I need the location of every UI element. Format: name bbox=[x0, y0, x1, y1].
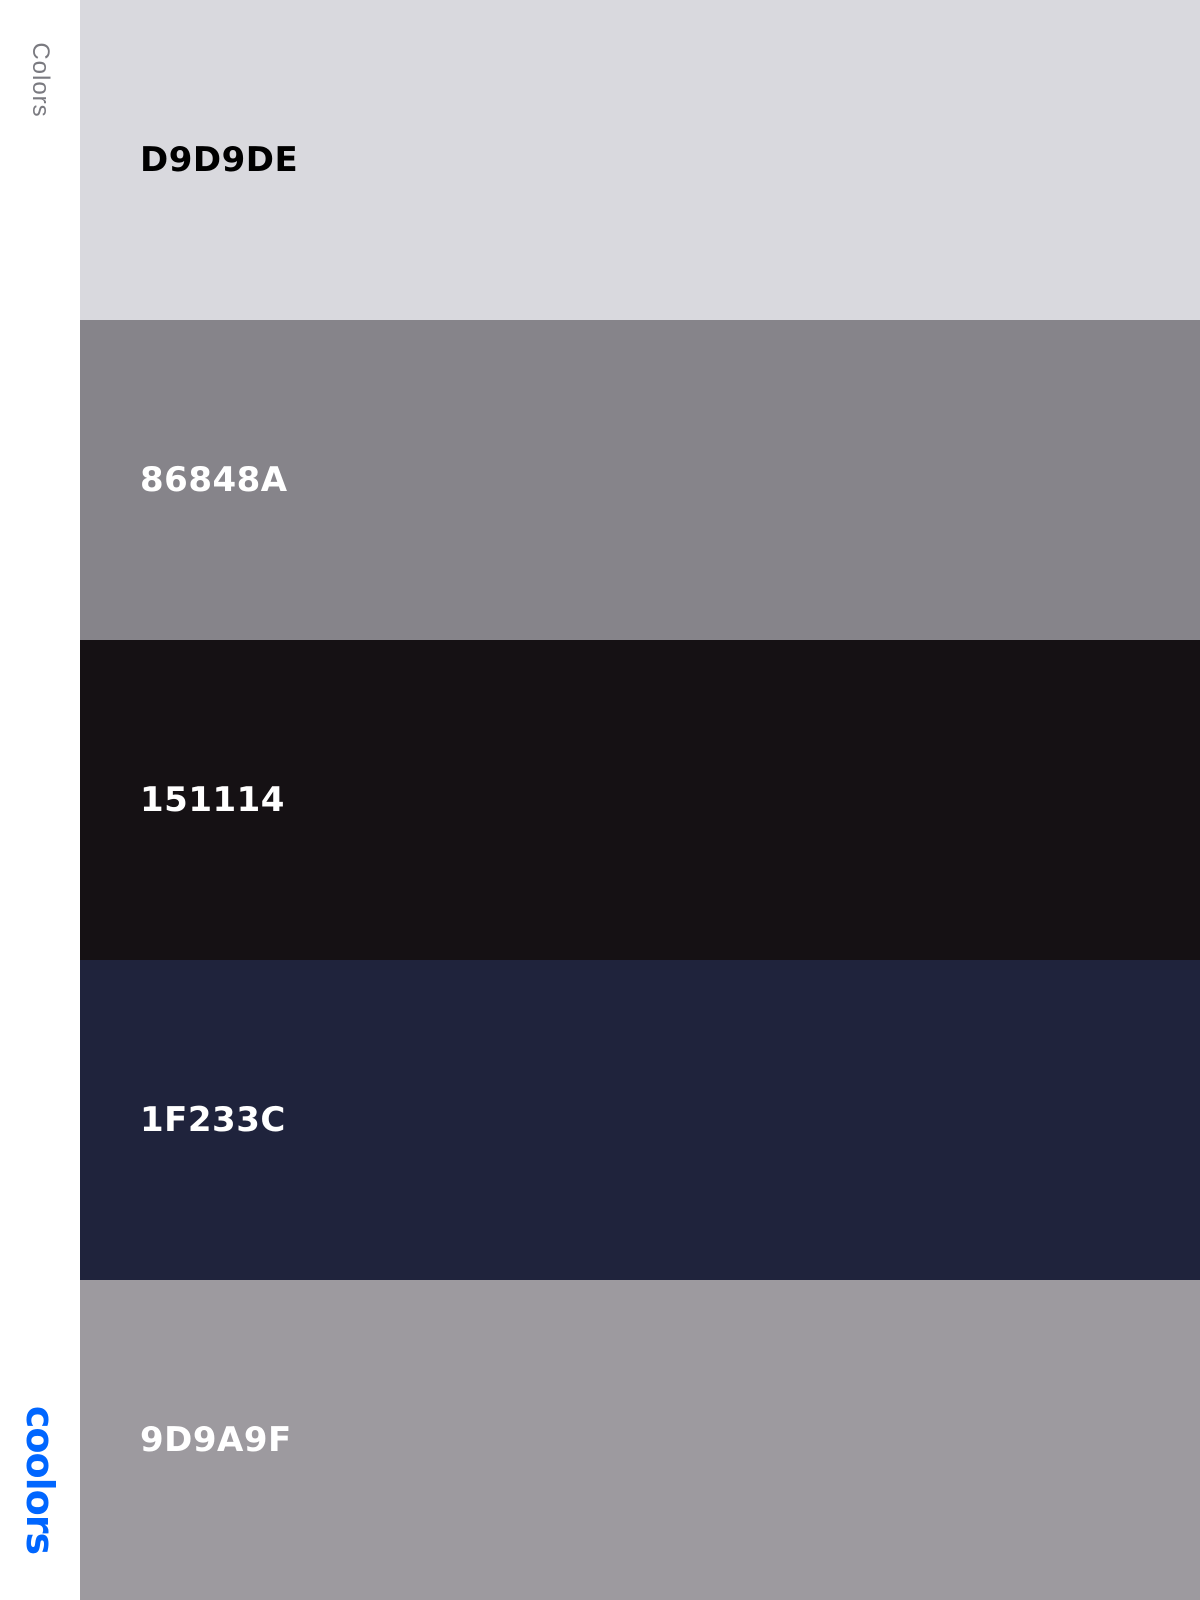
sidebar-title: Colors bbox=[27, 42, 54, 118]
swatch-hex-code[interactable]: D9D9DE bbox=[140, 140, 299, 180]
swatch-hex-code[interactable]: 1F233C bbox=[140, 1100, 286, 1140]
color-swatch-4[interactable]: 1F233C bbox=[80, 960, 1200, 1280]
color-swatch-5[interactable]: 9D9A9F bbox=[80, 1280, 1200, 1600]
color-palette: D9D9DE 86848A 151114 1F233C 9D9A9F bbox=[80, 0, 1200, 1600]
color-swatch-3[interactable]: 151114 bbox=[80, 640, 1200, 960]
sidebar: Colors coolors bbox=[0, 0, 80, 1600]
color-swatch-1[interactable]: D9D9DE bbox=[80, 0, 1200, 320]
coolors-logo[interactable]: coolors bbox=[18, 1405, 62, 1555]
color-swatch-2[interactable]: 86848A bbox=[80, 320, 1200, 640]
swatch-hex-code[interactable]: 151114 bbox=[140, 780, 285, 820]
swatch-hex-code[interactable]: 9D9A9F bbox=[140, 1420, 292, 1460]
swatch-hex-code[interactable]: 86848A bbox=[140, 460, 288, 500]
